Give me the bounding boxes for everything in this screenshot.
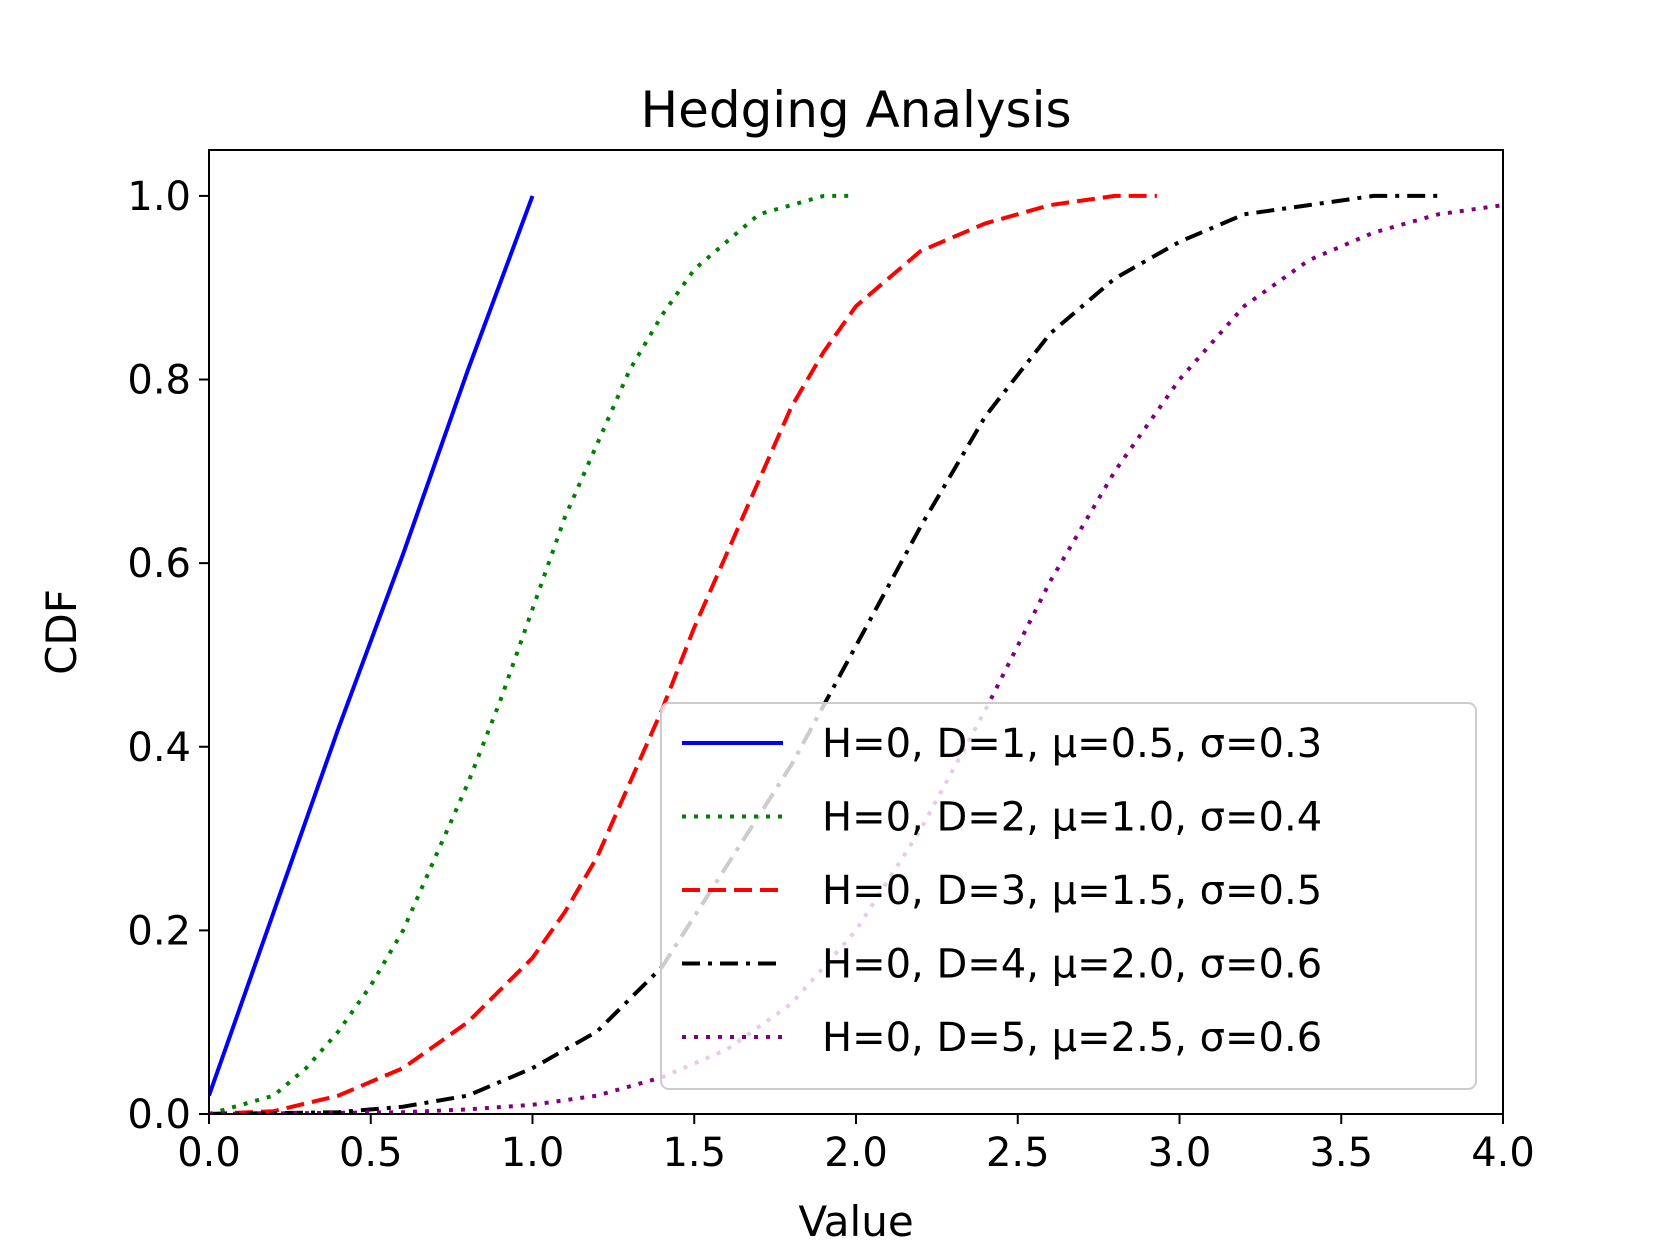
y-tick-label: 0.4 xyxy=(127,725,191,771)
series-line-2 xyxy=(209,193,850,1114)
legend-box xyxy=(660,702,1477,1090)
x-tick-label: 3.5 xyxy=(1309,1130,1373,1176)
legend-label-4: H=0, D=4, μ=2.0, σ=0.6 xyxy=(822,942,1322,988)
x-tick-label: 4.0 xyxy=(1471,1130,1535,1176)
series-line-3 xyxy=(209,193,1157,1114)
x-tick-label: 0.5 xyxy=(339,1130,403,1176)
x-tick-label: 1.0 xyxy=(501,1130,565,1176)
chart-title: Hedging Analysis xyxy=(640,81,1071,139)
y-tick-label: 0.8 xyxy=(127,358,191,404)
series-layer xyxy=(209,193,1503,1114)
y-tick-label: 0.2 xyxy=(127,908,191,954)
legend-label-2: H=0, D=2, μ=1.0, σ=0.4 xyxy=(822,795,1322,841)
y-axis-label: CDF xyxy=(37,589,86,675)
legend-label-5: H=0, D=5, μ=2.5, σ=0.6 xyxy=(822,1015,1322,1061)
x-axis-label: Value xyxy=(798,1197,913,1245)
y-axis: 0.0 0.2 0.4 0.6 0.8 1.0 xyxy=(127,174,209,1138)
legend: H=0, D=1, μ=0.5, σ=0.3 H=0, D=2, μ=1.0, σ… xyxy=(660,702,1477,1090)
x-tick-label: 1.5 xyxy=(662,1130,726,1176)
legend-label-3: H=0, D=3, μ=1.5, σ=0.5 xyxy=(822,868,1322,914)
x-tick-label: 2.5 xyxy=(986,1130,1050,1176)
x-tick-label: 3.0 xyxy=(1148,1130,1212,1176)
x-tick-label: 2.0 xyxy=(824,1130,888,1176)
series-line-1 xyxy=(209,195,535,1097)
y-tick-label: 0.6 xyxy=(127,541,191,587)
y-tick-label: 1.0 xyxy=(127,174,191,220)
legend-label-1: H=0, D=1, μ=0.5, σ=0.3 xyxy=(822,721,1322,767)
y-tick-label: 0.0 xyxy=(127,1092,191,1138)
x-axis: 0.0 0.5 1.0 1.5 2.0 2.5 3.0 3.5 4.0 xyxy=(177,1114,1535,1176)
x-tick-label: 0.0 xyxy=(177,1130,241,1176)
